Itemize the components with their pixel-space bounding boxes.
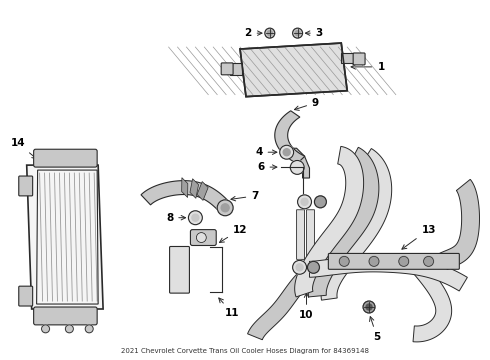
Polygon shape xyxy=(310,256,467,291)
Text: 14: 14 xyxy=(10,138,37,159)
Text: 6: 6 xyxy=(257,162,277,172)
Circle shape xyxy=(192,214,199,221)
Text: 1: 1 xyxy=(351,62,385,72)
FancyBboxPatch shape xyxy=(34,149,97,167)
Circle shape xyxy=(293,260,307,274)
Text: 2021 Chevrolet Corvette Trans Oil Cooler Hoses Diagram for 84369148: 2021 Chevrolet Corvette Trans Oil Cooler… xyxy=(121,348,369,354)
Text: 12: 12 xyxy=(220,225,247,242)
Polygon shape xyxy=(230,63,242,75)
Polygon shape xyxy=(321,149,392,300)
Circle shape xyxy=(369,256,379,266)
Circle shape xyxy=(217,200,233,216)
Text: 9: 9 xyxy=(294,98,319,111)
FancyBboxPatch shape xyxy=(296,210,305,260)
FancyBboxPatch shape xyxy=(307,210,315,260)
FancyBboxPatch shape xyxy=(170,247,190,293)
Circle shape xyxy=(297,195,312,209)
Polygon shape xyxy=(285,148,310,178)
Circle shape xyxy=(399,256,409,266)
Text: 7: 7 xyxy=(231,191,259,201)
Polygon shape xyxy=(308,147,379,297)
Polygon shape xyxy=(341,53,354,63)
Polygon shape xyxy=(141,181,230,212)
Polygon shape xyxy=(440,179,480,270)
Text: 13: 13 xyxy=(402,225,436,249)
Polygon shape xyxy=(275,111,305,163)
Circle shape xyxy=(280,145,294,159)
FancyBboxPatch shape xyxy=(19,286,33,306)
FancyBboxPatch shape xyxy=(191,230,216,246)
Circle shape xyxy=(221,204,229,212)
Circle shape xyxy=(65,325,74,333)
Circle shape xyxy=(85,325,93,333)
FancyBboxPatch shape xyxy=(353,53,365,65)
Circle shape xyxy=(363,301,375,313)
Polygon shape xyxy=(182,178,188,198)
Polygon shape xyxy=(247,267,313,340)
Circle shape xyxy=(196,233,206,243)
Circle shape xyxy=(290,161,304,174)
Circle shape xyxy=(296,264,303,271)
Circle shape xyxy=(366,304,372,310)
Polygon shape xyxy=(190,179,198,198)
Polygon shape xyxy=(413,262,452,342)
Circle shape xyxy=(308,261,319,273)
Circle shape xyxy=(265,28,275,38)
Circle shape xyxy=(301,198,308,205)
FancyBboxPatch shape xyxy=(19,176,33,196)
Polygon shape xyxy=(26,165,103,309)
FancyBboxPatch shape xyxy=(328,253,459,269)
Text: 4: 4 xyxy=(255,147,277,157)
Circle shape xyxy=(268,31,272,36)
Text: 8: 8 xyxy=(166,213,186,223)
Text: 10: 10 xyxy=(299,293,314,320)
Polygon shape xyxy=(294,147,364,297)
Circle shape xyxy=(339,256,349,266)
FancyBboxPatch shape xyxy=(34,307,97,325)
Text: 3: 3 xyxy=(305,28,323,38)
Circle shape xyxy=(42,325,49,333)
Polygon shape xyxy=(197,181,208,201)
FancyBboxPatch shape xyxy=(221,63,233,75)
Circle shape xyxy=(189,211,202,225)
Text: 5: 5 xyxy=(369,317,381,342)
Circle shape xyxy=(283,149,290,156)
Circle shape xyxy=(293,28,302,38)
Text: 11: 11 xyxy=(219,298,239,318)
Circle shape xyxy=(295,31,300,36)
Polygon shape xyxy=(240,43,347,96)
Text: 2: 2 xyxy=(245,28,262,38)
Circle shape xyxy=(424,256,434,266)
Circle shape xyxy=(315,196,326,208)
